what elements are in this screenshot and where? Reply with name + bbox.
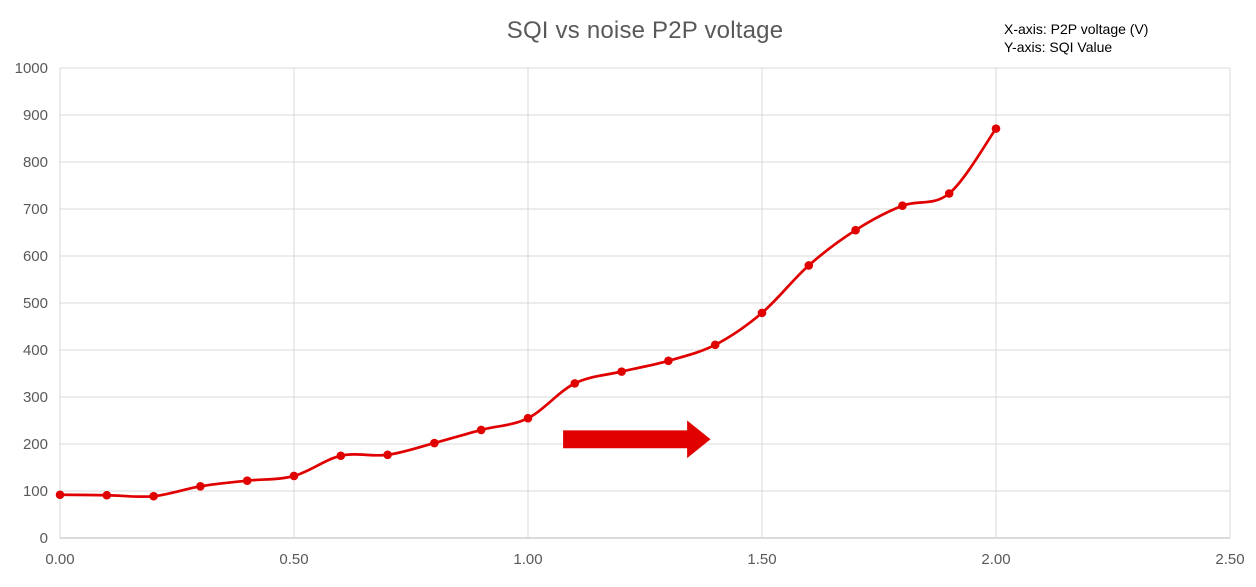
data-point-0.2 — [149, 491, 158, 501]
data-point-1.9 — [944, 189, 954, 198]
y-tick-label-1000: 1000 — [15, 60, 48, 77]
x-tick-label-2.00: 2.00 — [981, 551, 1010, 568]
y-tick-label-200: 200 — [23, 436, 48, 453]
y-tick-label-300: 300 — [23, 389, 48, 406]
tick-labels: 0 100 200 300 400 500 600 700 800 900 1000 0.00 0.50… — [15, 60, 1245, 568]
axis-note: X-axis: P2P voltage (V) Y-axis: SQI Valu… — [1004, 21, 1148, 56]
data-point-1.4 — [710, 340, 720, 350]
y-tick-label-900: 900 — [23, 107, 48, 124]
data-point-0.6 — [336, 451, 346, 461]
y-tick-label-600: 600 — [23, 248, 48, 265]
axis-note-y: Y-axis: SQI Value — [1004, 38, 1113, 55]
y-tick-label-800: 800 — [23, 154, 48, 171]
y-tick-label-100: 100 — [23, 483, 48, 500]
data-point-0.8 — [430, 438, 439, 448]
y-tick-label-700: 700 — [23, 201, 48, 218]
arrow-right-icon — [563, 420, 711, 459]
data-point-1.1 — [570, 379, 580, 388]
data-point-1.2 — [617, 367, 626, 376]
y-tick-label-500: 500 — [23, 295, 48, 312]
data-point-0 — [55, 490, 65, 500]
data-point-1.7 — [851, 225, 860, 235]
data-point-0.1 — [102, 490, 112, 500]
x-tick-label-0.00: 0.00 — [45, 551, 74, 568]
y-tick-label-400: 400 — [23, 342, 48, 359]
x-tick-label-0.50: 0.50 — [279, 551, 308, 568]
gridlines — [59, 67, 1231, 539]
data-point-0.5 — [289, 471, 299, 481]
axis-note-x: X-axis: P2P voltage (V) — [1004, 21, 1149, 37]
data-point-1.3 — [664, 356, 673, 366]
x-tick-label-2.50: 2.50 — [1215, 551, 1244, 568]
arrow-annotation-layer — [563, 420, 711, 459]
data-point-0.4 — [242, 476, 252, 485]
series-layer — [55, 124, 1001, 501]
y-tick-label-0: 0 — [40, 530, 48, 547]
data-point-0.3 — [196, 482, 205, 491]
x-tick-label-1.50: 1.50 — [747, 551, 776, 568]
x-tick-label-1.00: 1.00 — [513, 551, 542, 568]
data-point-1.6 — [804, 261, 814, 270]
data-point-1.8 — [898, 201, 907, 211]
data-point-2 — [991, 124, 1001, 133]
data-point-0.7 — [383, 450, 392, 460]
data-point-1 — [523, 413, 533, 423]
data-point-0.9 — [476, 425, 486, 435]
data-point-1.5 — [757, 308, 767, 318]
